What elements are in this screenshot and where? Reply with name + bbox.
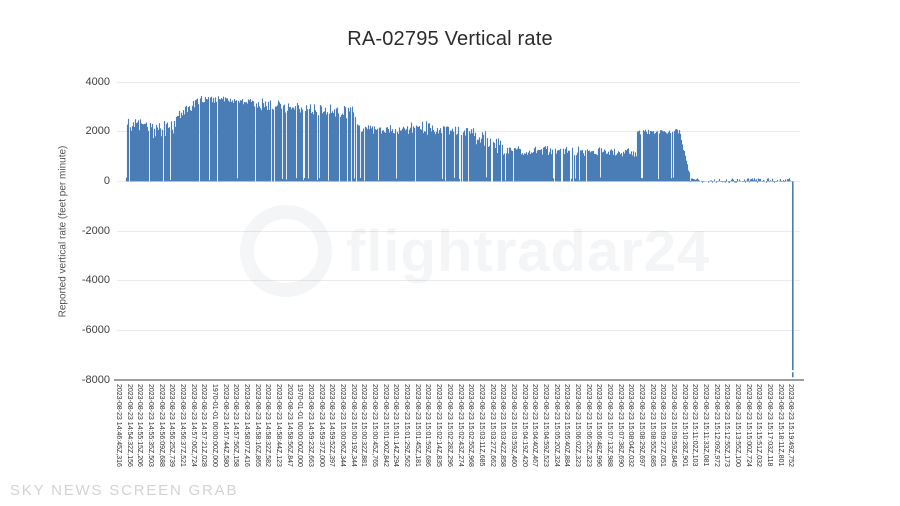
x-tick-label: 2023-08-23 15:09:27Z,051 xyxy=(659,384,667,467)
x-tick-label: 2023-08-23 15:08:55Z,685 xyxy=(648,384,656,467)
x-tick-label: 1970-01-01 00:00:00Z,000 xyxy=(296,384,304,467)
x-tick-label: 2023-08-23 15:01:59Z,686 xyxy=(424,384,432,467)
x-tick-label: 2023-08-23 14:58:07Z,416 xyxy=(243,384,251,467)
x-tick-label: 2023-08-23 14:58:16Z,865 xyxy=(253,384,261,467)
x-tick-label: 2023-08-23 15:05:20Z,324 xyxy=(552,384,560,467)
x-tick-label: 2023-08-23 15:06:02Z,323 xyxy=(573,384,581,467)
x-tick-label: 2023-08-23 15:15:51Z,032 xyxy=(755,384,763,467)
x-tick-label: 2023-08-23 15:09:59Z,845 xyxy=(669,384,677,467)
x-tick-label: 2023-08-23 15:01:29Z,562 xyxy=(403,384,411,467)
x-tick-label: 2023-08-23 14:55:15Z,206 xyxy=(136,384,144,467)
plot-area xyxy=(125,96,794,378)
x-tick-label: 2023-08-23 15:13:55Z,100 xyxy=(733,384,741,467)
x-tick-label: 2023-08-23 15:03:59Z,460 xyxy=(509,384,517,467)
x-tick-label: 2023-08-23 15:03:42Z,858 xyxy=(499,384,507,467)
gridline xyxy=(117,81,800,83)
sky-news-watermark: SKY NEWS SCREEN GRAB xyxy=(10,482,239,499)
vertical-rate-series xyxy=(125,96,793,183)
x-tick-label: 2023-08-23 15:07:38Z,690 xyxy=(616,384,624,467)
x-axis-line xyxy=(114,379,804,381)
x-tick-label: 2023-08-23 14:54:32Z,156 xyxy=(125,384,133,467)
x-tick-label: 2023-08-23 14:56:09Z,688 xyxy=(157,384,165,467)
x-tick-label: 2023-08-23 15:01:45Z,181 xyxy=(413,384,421,467)
x-tick-label: 2023-08-23 15:12:55Z,173 xyxy=(723,384,731,467)
y-tick-label: -2000 xyxy=(81,224,110,237)
x-tick-label: 2023-08-23 15:00:32Z,881 xyxy=(360,384,368,467)
x-tick-label: 2023-08-23 15:01:14Z,294 xyxy=(392,384,400,467)
x-tick-label: 2023-08-23 14:56:37Z,521 xyxy=(179,384,187,467)
x-tick-label: 2023-08-23 15:11:33Z,081 xyxy=(701,384,709,467)
x-tick-label: 2023-08-23 14:55:35Z,503 xyxy=(147,384,155,467)
x-tick-label: 2023-08-23 14:58:44Z,123 xyxy=(275,384,283,467)
x-tick-label: 2023-08-23 15:17:03Z,118 xyxy=(765,384,773,467)
y-tick-label: -6000 xyxy=(81,323,110,336)
y-tick-label: 0 xyxy=(103,174,110,187)
x-tick-label: 1970-01-01 00:00:00Z,000 xyxy=(211,384,219,467)
x-tick-label: 2023-08-23 15:18:11Z,801 xyxy=(776,384,784,467)
x-tick-label: 2023-08-23 15:01:00Z,842 xyxy=(381,384,389,467)
y-tick-label: -8000 xyxy=(81,373,110,386)
x-tick-label: 2023-08-23 15:19:49Z,752 xyxy=(787,384,795,467)
x-tick-label: 2023-08-23 15:07:13Z,988 xyxy=(605,384,613,467)
x-tick-label: 2023-08-23 15:00:19Z,344 xyxy=(349,384,357,467)
x-tick-label: 2023-08-23 14:59:37Z,000 xyxy=(317,384,325,467)
y-tick-label: -4000 xyxy=(81,274,110,287)
x-tick-label: 2023-08-23 14:58:56Z,847 xyxy=(285,384,293,467)
x-tick-label: 2023-08-23 15:10:28Z,901 xyxy=(680,384,688,467)
x-tick-label: 2023-08-23 15:03:11Z,685 xyxy=(477,384,485,467)
x-tick-label: 2023-08-23 15:02:14Z,835 xyxy=(435,384,443,467)
x-tick-label: 2023-08-23 15:08:29Z,697 xyxy=(637,384,645,467)
x-tick-label: 2023-08-23 15:11:02Z,103 xyxy=(691,384,699,467)
x-tick-label: 2023-08-23 15:00:06Z,344 xyxy=(339,384,347,467)
x-tick-label: 2023-08-23 15:06:48Z,996 xyxy=(595,384,603,467)
x-tick-label: 2023-08-23 14:59:23Z,663 xyxy=(307,384,315,467)
x-tick-label: 2023-08-23 14:57:21Z,028 xyxy=(200,384,208,467)
x-tick-label: 2023-08-23 14:59:52Z,397 xyxy=(328,384,336,467)
x-tick-label: 2023-08-23 15:03:27Z,662 xyxy=(488,384,496,467)
x-tick-label: 2023-08-23 15:04:19Z,420 xyxy=(520,384,528,467)
x-tick-label: 2023-08-23 14:46:45Z,316 xyxy=(115,384,122,467)
y-tick-label: 4000 xyxy=(85,75,110,88)
x-tick-label: 2023-08-23 15:04:40Z,467 xyxy=(531,384,539,467)
x-tick-label: 2023-08-23 14:56:25Z,739 xyxy=(168,384,176,467)
x-tick-label: 2023-08-23 15:00:45Z,765 xyxy=(371,384,379,467)
gridline xyxy=(117,230,800,232)
x-tick-label: 2023-08-23 15:06:26Z,323 xyxy=(584,384,592,467)
gridline xyxy=(117,280,800,282)
chart-title: RA-02795 Vertical rate xyxy=(347,28,553,50)
gridline xyxy=(117,329,800,331)
x-tick-label: 2023-08-23 15:02:43Z,274 xyxy=(456,384,464,467)
x-tick-label: 2023-08-23 14:57:06Z,724 xyxy=(189,384,197,467)
x-tick-label: 2023-08-23 15:02:28Z,296 xyxy=(445,384,453,467)
x-tick-label: 2023-08-23 15:08:04Z,032 xyxy=(627,384,635,467)
x-tick-label: 2023-08-23 15:12:09Z,972 xyxy=(712,384,720,467)
x-tick-label: 2023-08-23 14:57:56Z,158 xyxy=(232,384,240,467)
x-tick-label: 2023-08-23 15:04:59Z,523 xyxy=(541,384,549,467)
x-tick-label: 2023-08-23 15:15:00Z,724 xyxy=(744,384,752,467)
x-tick-label: 2023-08-23 14:57:44Z,580 xyxy=(221,384,229,467)
x-tick-label: 2023-08-23 14:58:32Z,582 xyxy=(264,384,272,467)
y-tick-label: 2000 xyxy=(85,125,110,138)
x-tick-label: 2023-08-23 15:05:40Z,884 xyxy=(563,384,571,467)
x-tick-label: 2023-08-23 15:02:55Z,968 xyxy=(467,384,475,467)
